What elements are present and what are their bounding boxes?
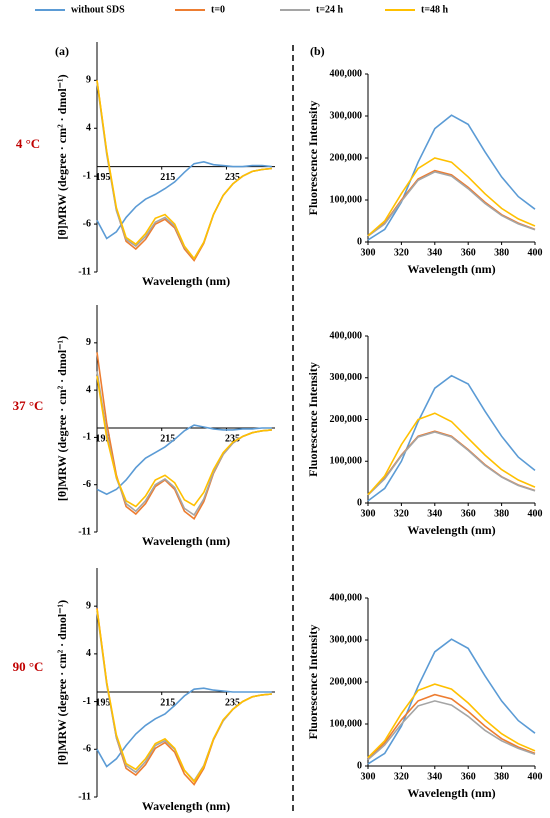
- y-tick-label: -11: [78, 791, 91, 802]
- panel-label: (b): [310, 44, 325, 58]
- series-line: [367, 374, 536, 502]
- series-line: [367, 412, 536, 496]
- y-tick-label: 200,000: [330, 152, 363, 163]
- legend-label: t=24 h: [316, 4, 344, 15]
- x-tick-label: 360: [461, 771, 476, 782]
- x-tick-label: 380: [494, 508, 509, 519]
- series-line: [367, 430, 536, 496]
- y-tick-label: 0: [357, 760, 362, 771]
- y-tick-label: -6: [83, 218, 91, 229]
- x-tick-label: 400: [528, 247, 543, 258]
- y-axis-title: Fluorescence Intensity: [306, 362, 320, 477]
- y-axis-title: Fluorescence Intensity: [306, 101, 320, 216]
- y-tick-label: 4: [86, 384, 91, 395]
- x-tick-label: 380: [494, 247, 509, 258]
- legend-label: t=0: [211, 4, 225, 15]
- y-tick-label: -11: [78, 266, 91, 277]
- y-tick-label: 0: [357, 236, 362, 247]
- series-line: [96, 160, 272, 240]
- y-tick-label: 300,000: [330, 110, 363, 121]
- x-axis-title: Wavelength (nm): [142, 534, 230, 548]
- x-tick-label: 320: [394, 508, 409, 519]
- x-axis-title: Wavelength (nm): [407, 523, 495, 537]
- row-label: 4 °C: [16, 136, 40, 151]
- x-tick-label: 380: [494, 771, 509, 782]
- series-line: [367, 431, 536, 496]
- series-line: [96, 687, 272, 768]
- x-tick-label: 300: [361, 247, 376, 258]
- x-tick-label: 195: [96, 433, 111, 444]
- y-tick-label: -1: [83, 696, 91, 707]
- y-axis-title: Fluorescence Intensity: [306, 625, 320, 740]
- series-line: [367, 683, 536, 759]
- x-tick-label: 300: [361, 771, 376, 782]
- x-tick-label: 300: [361, 508, 376, 519]
- series-line: [367, 693, 536, 759]
- y-tick-label: 400,000: [330, 68, 363, 79]
- y-tick-label: 300,000: [330, 372, 363, 383]
- y-axis-title: [θ]MRW (degree · cm² · dmol⁻¹): [55, 336, 69, 501]
- series-line: [367, 638, 536, 765]
- y-tick-label: -6: [83, 479, 91, 490]
- y-tick-label: 200,000: [330, 676, 363, 687]
- x-tick-label: 235: [225, 697, 240, 708]
- y-tick-label: 100,000: [330, 456, 363, 467]
- x-tick-label: 235: [225, 172, 240, 183]
- legend-label: without SDS: [71, 4, 125, 15]
- y-tick-label: -11: [78, 526, 91, 537]
- series-line: [96, 424, 272, 496]
- x-tick-label: 340: [427, 771, 442, 782]
- y-tick-label: 100,000: [330, 194, 363, 205]
- legend-label: t=48 h: [421, 4, 449, 15]
- y-tick-label: -1: [83, 432, 91, 443]
- y-axis-title: [θ]MRW (degree · cm² · dmol⁻¹): [55, 74, 69, 239]
- y-axis-title: [θ]MRW (degree · cm² · dmol⁻¹): [55, 600, 69, 765]
- y-tick-label: 9: [86, 600, 91, 611]
- x-tick-label: 320: [394, 247, 409, 258]
- series-line: [96, 82, 272, 260]
- row-label: 37 °C: [13, 398, 44, 413]
- series-line: [367, 700, 536, 761]
- y-tick-label: 300,000: [330, 634, 363, 645]
- y-tick-label: 4: [86, 123, 91, 134]
- series-line: [96, 80, 272, 261]
- y-tick-label: 4: [86, 648, 91, 659]
- x-tick-label: 400: [528, 508, 543, 519]
- series-line: [367, 169, 536, 237]
- series-line: [96, 608, 272, 784]
- panel-label: (a): [55, 44, 69, 58]
- x-tick-label: 320: [394, 771, 409, 782]
- y-tick-label: 0: [357, 497, 362, 508]
- y-tick-label: 9: [86, 337, 91, 348]
- x-tick-label: 340: [427, 247, 442, 258]
- y-tick-label: 100,000: [330, 718, 363, 729]
- series-line: [96, 375, 272, 508]
- series-line: [96, 80, 272, 262]
- x-tick-label: 215: [160, 433, 175, 444]
- series-line: [367, 114, 536, 241]
- y-tick-label: 9: [86, 75, 91, 86]
- x-tick-label: 235: [225, 433, 240, 444]
- x-tick-label: 215: [160, 172, 175, 183]
- x-tick-label: 215: [160, 697, 175, 708]
- y-tick-label: 200,000: [330, 414, 363, 425]
- x-axis-title: Wavelength (nm): [142, 799, 230, 813]
- x-axis-title: Wavelength (nm): [407, 262, 495, 276]
- x-tick-label: 360: [461, 247, 476, 258]
- x-axis-title: Wavelength (nm): [407, 786, 495, 800]
- x-axis-title: Wavelength (nm): [142, 274, 230, 288]
- y-tick-label: -6: [83, 744, 91, 755]
- y-tick-label: 400,000: [330, 330, 363, 341]
- series-line: [367, 171, 536, 237]
- y-tick-label: 400,000: [330, 592, 363, 603]
- y-tick-label: -1: [83, 170, 91, 181]
- series-line: [367, 157, 536, 237]
- x-tick-label: 195: [96, 172, 111, 183]
- x-tick-label: 195: [96, 697, 111, 708]
- row-label: 90 °C: [13, 659, 44, 674]
- x-tick-label: 400: [528, 771, 543, 782]
- x-tick-label: 360: [461, 508, 476, 519]
- x-tick-label: 340: [427, 508, 442, 519]
